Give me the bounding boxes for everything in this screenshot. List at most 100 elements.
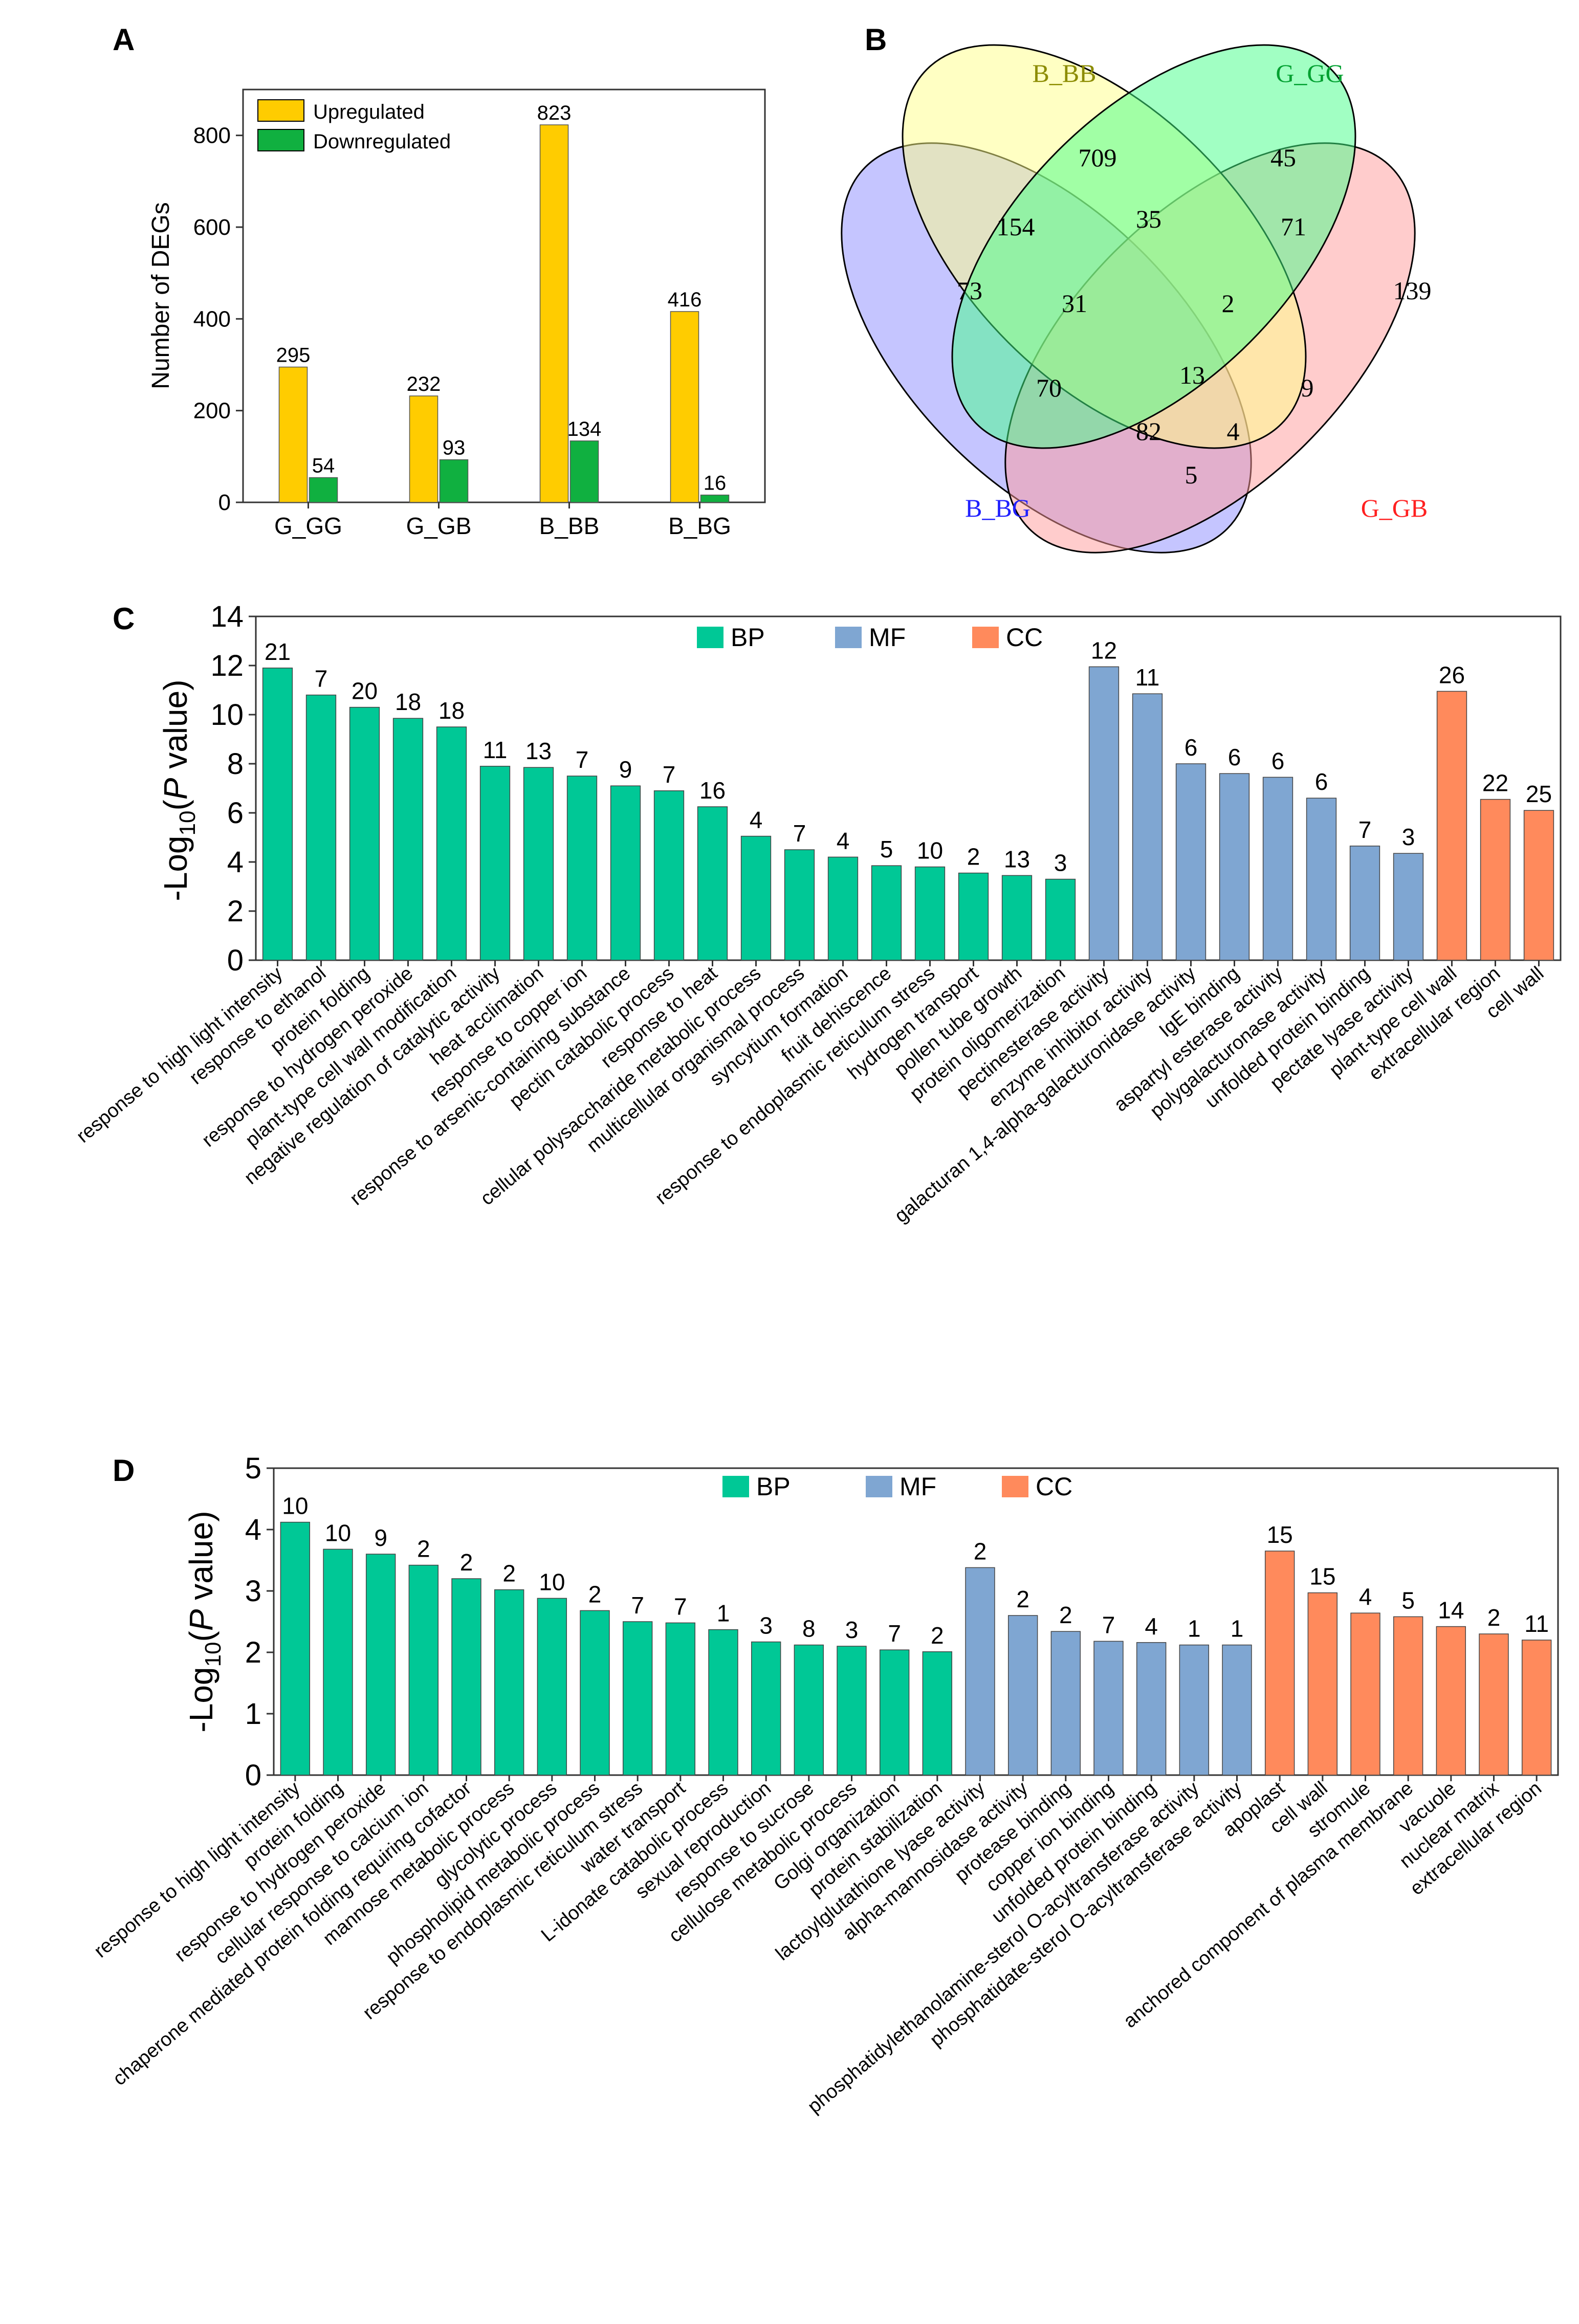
y-tick-label: 0 — [245, 1759, 261, 1792]
bar-polygalacturonase-activity — [1306, 798, 1337, 961]
bar-response-to-high-light-intensity — [262, 668, 293, 961]
y-tick-label: 600 — [193, 215, 231, 240]
panel-a-chart: 0 200 400 600 800 Number of DEGs G_GG 295 54 G_… — [147, 88, 766, 539]
count-label-protease-binding: 2 — [1059, 1602, 1072, 1628]
count-label-ige-binding: 6 — [1228, 744, 1241, 770]
venn-count-g-gg-b-bg: 70 — [1036, 373, 1062, 402]
count-label-lactoylglutathione-lyase-activity: 2 — [974, 1538, 987, 1564]
panel-a-legend: Upregulated Downregulated — [257, 99, 451, 153]
count-label-pectate-lyase-activity: 3 — [1402, 824, 1415, 850]
venn-count-b-bb-b-bg: 154 — [997, 212, 1035, 241]
x-tick-label-b-bg: B_BG — [668, 513, 731, 539]
count-label-heat-acclimation: 13 — [525, 738, 552, 764]
bar-downregulated-b-bg — [700, 494, 730, 503]
bar-l-idonate-catabolic-process — [708, 1629, 738, 1776]
bar-response-to-hydrogen-peroxide — [365, 1554, 396, 1776]
count-label-cellular-polysaccharide-metabolic-process: 4 — [750, 807, 763, 833]
legend-label-bp: BP — [731, 623, 765, 652]
legend-label-mf: MF — [900, 1472, 936, 1501]
bar-protein-folding — [349, 706, 380, 961]
bar-negative-regulation-of-catalytic-activity — [479, 766, 511, 961]
count-label-pollen-tube-growth: 13 — [1004, 846, 1030, 872]
data-label-downregulated-g-gg: 54 — [312, 455, 335, 477]
panel-d-ylabel: -Log10(P value) — [183, 1511, 226, 1732]
bar-downregulated-g-gg — [309, 477, 338, 503]
legend-swatch-upregulated — [257, 99, 304, 122]
legend-label-downregulated: Downregulated — [313, 130, 451, 153]
count-label-phospholipid-metabolic-process: 2 — [588, 1581, 602, 1607]
bar-sexual-reproduction — [751, 1641, 781, 1776]
bar-fruit-dehiscence — [871, 865, 902, 961]
y-tick-label: 10 — [210, 698, 244, 732]
bar-protein-stabilization — [922, 1651, 953, 1776]
bar-pectate-lyase-activity — [1393, 853, 1424, 961]
count-label-stromule: 4 — [1359, 1583, 1372, 1610]
count-label-response-to-ethanol: 7 — [315, 666, 328, 692]
count-label-response-to-copper-ion: 7 — [576, 746, 589, 773]
count-label-plant-type-cell-wall-modification: 18 — [438, 697, 465, 724]
y-tick-label: 14 — [210, 600, 244, 633]
venn-count-b-bb-b-bg-g-gb: 4 — [1227, 417, 1240, 446]
venn-label-g-gb: G_GB — [1361, 494, 1428, 522]
count-label-chaperone-mediated-protein-folding-requiring-cofactor: 2 — [460, 1549, 473, 1576]
data-label-downregulated-g-gb: 93 — [443, 437, 466, 459]
bar-phosphatidylethanolamine-sterol-o-acyltransferase-activity — [1179, 1644, 1210, 1776]
panel-c-legend: BP MF CC — [697, 623, 1043, 652]
count-label-negative-regulation-of-catalytic-activity: 11 — [483, 737, 508, 763]
data-label-upregulated-b-bb: 823 — [537, 102, 572, 124]
bar-response-to-hydrogen-peroxide — [392, 718, 424, 961]
count-label-response-to-high-light-intensity: 21 — [265, 638, 291, 665]
count-label-cellulose-metabolic-process: 3 — [845, 1617, 859, 1643]
panel-d-legend: BP MF CC — [722, 1472, 1072, 1501]
bar-cell-wall — [1523, 810, 1554, 961]
legend-swatch-bp — [722, 1476, 749, 1497]
venn-count-b-bb-g-gg-b-bg: 31 — [1062, 289, 1087, 318]
data-label-upregulated-g-gg: 295 — [276, 344, 311, 366]
count-label-plant-type-cell-wall: 26 — [1439, 661, 1465, 688]
bar-apoplast — [1264, 1551, 1295, 1776]
count-label-protein-folding: 20 — [352, 678, 378, 704]
bar-cell-wall — [1307, 1592, 1338, 1776]
count-label-alpha-mannosidase-activity: 2 — [1016, 1586, 1029, 1612]
legend-swatch-mf — [835, 627, 862, 648]
venn-count-b-bb-g-gg: 35 — [1136, 205, 1161, 233]
bar-golgi-organization — [879, 1649, 910, 1776]
legend-swatch-cc — [972, 627, 999, 648]
count-label-extracellular-region: 11 — [1524, 1610, 1549, 1637]
count-label-unfolded-protein-binding: 4 — [1145, 1613, 1158, 1640]
bar-mannose-metabolic-process — [494, 1589, 524, 1776]
count-label-glycolytic-process: 10 — [539, 1568, 565, 1595]
count-label-vacuole: 14 — [1438, 1597, 1464, 1624]
bar-galacturan-1-4-alpha-galacturonidase-activity — [1175, 763, 1207, 961]
count-label-multicellular-organismal-process: 7 — [793, 820, 806, 847]
bar-heat-acclimation — [523, 767, 554, 961]
venn-count-g-gg: 45 — [1270, 143, 1296, 172]
venn-count-g-gg-g-gb: 71 — [1281, 212, 1306, 241]
count-label-response-to-heat: 16 — [699, 777, 726, 804]
y-tick-label: 1 — [245, 1697, 261, 1731]
bar-protein-folding — [323, 1548, 353, 1776]
panel-label-a: A — [113, 23, 135, 57]
count-label-golgi-organization: 7 — [888, 1620, 901, 1647]
bar-upregulated-b-bb — [539, 124, 569, 503]
panel-label-d: D — [113, 1453, 135, 1488]
data-label-upregulated-b-bg: 416 — [668, 289, 702, 311]
y-tick-label: 5 — [245, 1452, 261, 1485]
legend-swatch-downregulated — [257, 129, 304, 151]
panel-a-ylabel: Number of DEGs — [147, 202, 174, 389]
bar-pectin-catabolic-process — [653, 790, 685, 961]
count-label-cellular-response-to-calcium-ion: 2 — [417, 1536, 430, 1562]
y-tick-label: 4 — [227, 846, 244, 879]
panel-c-ylabel: -Log10(P value) — [157, 679, 200, 901]
count-label-pectin-catabolic-process: 7 — [663, 761, 676, 788]
bar-hydrogen-transport — [958, 872, 989, 961]
bar-aspartyl-esterase-activity — [1262, 777, 1293, 961]
y-tick-label: 800 — [193, 123, 231, 148]
y-tick-label: 3 — [245, 1575, 261, 1608]
count-label-l-idonate-catabolic-process: 1 — [717, 1600, 730, 1627]
count-label-extracellular-region: 22 — [1482, 770, 1508, 796]
bar-enzyme-inhibitor-activity — [1132, 693, 1163, 961]
venn-label-b-bb: B_BB — [1032, 59, 1096, 87]
count-label-response-to-arsenic-containing-substance: 9 — [619, 756, 632, 783]
bar-nuclear-matrix — [1479, 1633, 1509, 1776]
